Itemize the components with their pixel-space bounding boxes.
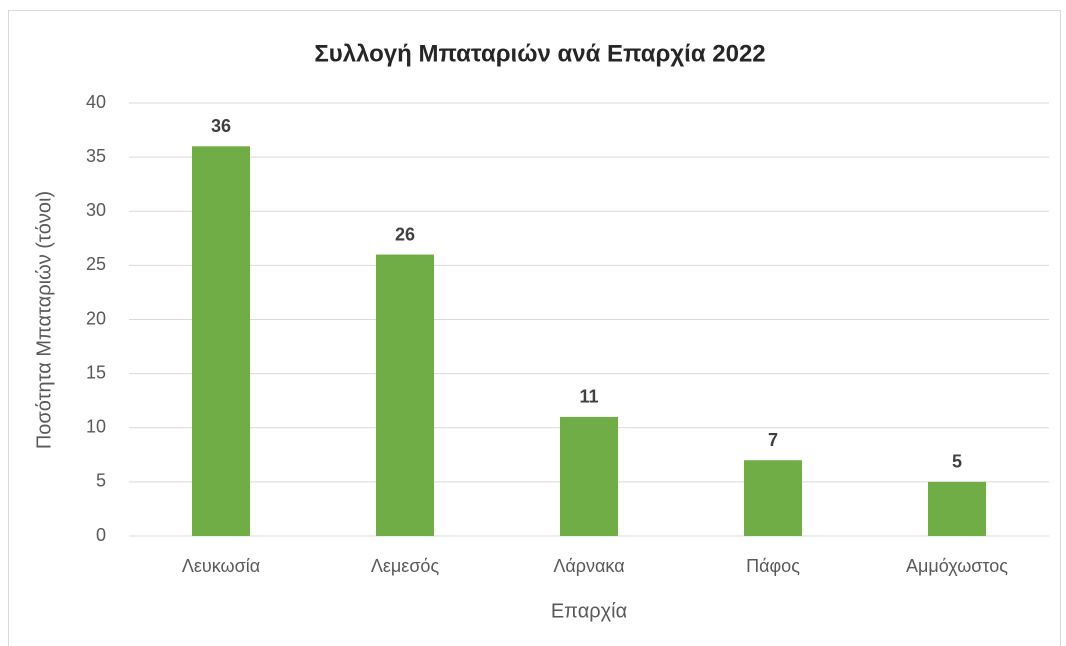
y-tick-label: 20 (86, 308, 106, 328)
x-tick-label: Αμμόχωστος (906, 556, 1008, 576)
y-tick-label: 0 (96, 525, 106, 545)
y-tick-label: 5 (96, 471, 106, 491)
data-label: 5 (952, 452, 962, 472)
data-label: 11 (579, 387, 598, 407)
y-tick-label: 25 (86, 254, 106, 274)
data-label: 7 (768, 430, 778, 450)
y-tick-label: 10 (86, 417, 106, 437)
chart-title: Συλλογή Μπαταριών ανά Επαρχία 2022 (314, 40, 765, 67)
bar (560, 416, 618, 536)
bar (744, 460, 802, 536)
y-tick-label: 40 (86, 92, 106, 112)
bar (928, 481, 986, 536)
x-axis-label: Επαρχία (551, 600, 627, 622)
data-label: 26 (395, 224, 415, 244)
x-tick-label: Πάφος (746, 556, 800, 576)
x-tick-label: Λάρνακα (553, 556, 624, 576)
y-axis-label: Ποσότητα Μπαταριών (τόνοι) (33, 191, 55, 449)
chart-frame (8, 10, 1061, 646)
y-tick-label: 30 (86, 200, 106, 220)
bar (192, 146, 250, 537)
y-tick-label: 35 (86, 146, 106, 166)
data-label: 36 (211, 116, 231, 136)
y-tick-label: 15 (86, 362, 106, 382)
x-tick-label: Λεμεσός (371, 556, 440, 576)
x-tick-label: Λευκωσία (182, 556, 260, 576)
bar (376, 254, 434, 537)
